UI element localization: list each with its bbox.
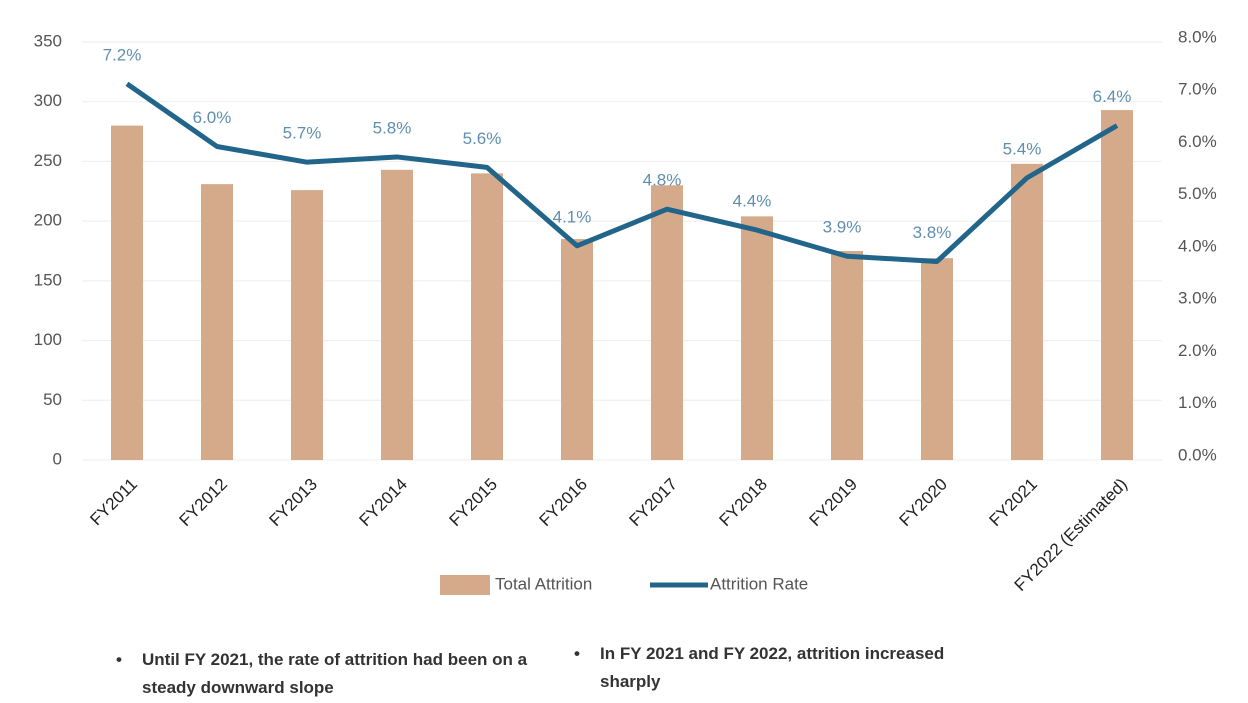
data-label: 6.4%: [1093, 87, 1132, 106]
data-label: 5.7%: [283, 124, 322, 143]
bar: [921, 258, 953, 460]
y2-tick-label: 3.0%: [1178, 289, 1217, 308]
data-label: 3.9%: [823, 218, 862, 237]
x-tick-label: FY2021: [985, 475, 1041, 531]
bar: [1011, 163, 1043, 460]
annotation: Until FY 2021, the rate of attrition had…: [108, 646, 532, 702]
x-tick-label: FY2019: [805, 475, 861, 531]
x-tick-label: FY2012: [175, 475, 231, 531]
data-label: 6.0%: [193, 108, 232, 127]
bar: [741, 216, 773, 460]
y-tick-label: 200: [34, 211, 62, 230]
annotation: In FY 2021 and FY 2022, attrition increa…: [566, 640, 990, 696]
y-tick-label: 300: [34, 91, 62, 110]
y-tick-label: 100: [34, 330, 62, 349]
data-label: 5.8%: [373, 118, 412, 137]
bar: [291, 190, 323, 460]
data-label: 5.4%: [1003, 139, 1042, 158]
bar: [1101, 110, 1133, 461]
bar: [201, 184, 233, 460]
x-tick-label: FY2020: [895, 475, 951, 531]
data-label: 5.6%: [463, 129, 502, 148]
chart: 0 50 100 150 200 250 300 350 0.0% 1.0% 2.0% 3.0% 4.0…: [34, 27, 1217, 595]
y2-tick-label: 7.0%: [1178, 80, 1217, 99]
legend-swatch: [440, 575, 490, 595]
legend-label: Attrition Rate: [710, 574, 808, 593]
x-tick-label: FY2016: [535, 475, 591, 531]
y2-tick-label: 6.0%: [1178, 132, 1217, 151]
bar: [561, 239, 593, 460]
data-label: 7.2%: [103, 45, 142, 64]
x-tick-label: FY2018: [715, 475, 771, 531]
x-tick-label: FY2015: [445, 475, 501, 531]
y-tick-label: 50: [43, 390, 62, 409]
y2-tick-label: 4.0%: [1178, 236, 1217, 255]
bar: [381, 169, 413, 460]
y-tick-label: 350: [34, 31, 62, 50]
x-tick-label: FY2011: [86, 475, 141, 530]
data-label: 4.1%: [553, 207, 592, 226]
x-tick-label: FY2014: [355, 475, 411, 531]
y2-tick-label: 5.0%: [1178, 184, 1217, 203]
x-tick-label: FY2013: [265, 475, 321, 531]
data-label: 4.8%: [643, 171, 682, 190]
legend-label: Total Attrition: [495, 574, 592, 593]
bar: [651, 185, 683, 461]
y2-tick-label: 0.0%: [1178, 445, 1217, 464]
y2-tick-label: 8.0%: [1178, 27, 1217, 46]
y2-tick-label: 2.0%: [1178, 341, 1217, 360]
y-tick-label: 250: [34, 151, 62, 170]
data-label: 4.4%: [733, 192, 772, 211]
y-tick-label: 0: [53, 449, 62, 468]
line: [125, 81, 1119, 264]
bar: [471, 173, 503, 460]
y-tick-label: 150: [34, 270, 62, 289]
y2-tick-label: 1.0%: [1178, 393, 1217, 412]
bar: [111, 125, 143, 460]
data-label: 3.8%: [913, 223, 952, 242]
x-tick-label: FY2017: [625, 475, 681, 531]
bar: [831, 251, 863, 460]
